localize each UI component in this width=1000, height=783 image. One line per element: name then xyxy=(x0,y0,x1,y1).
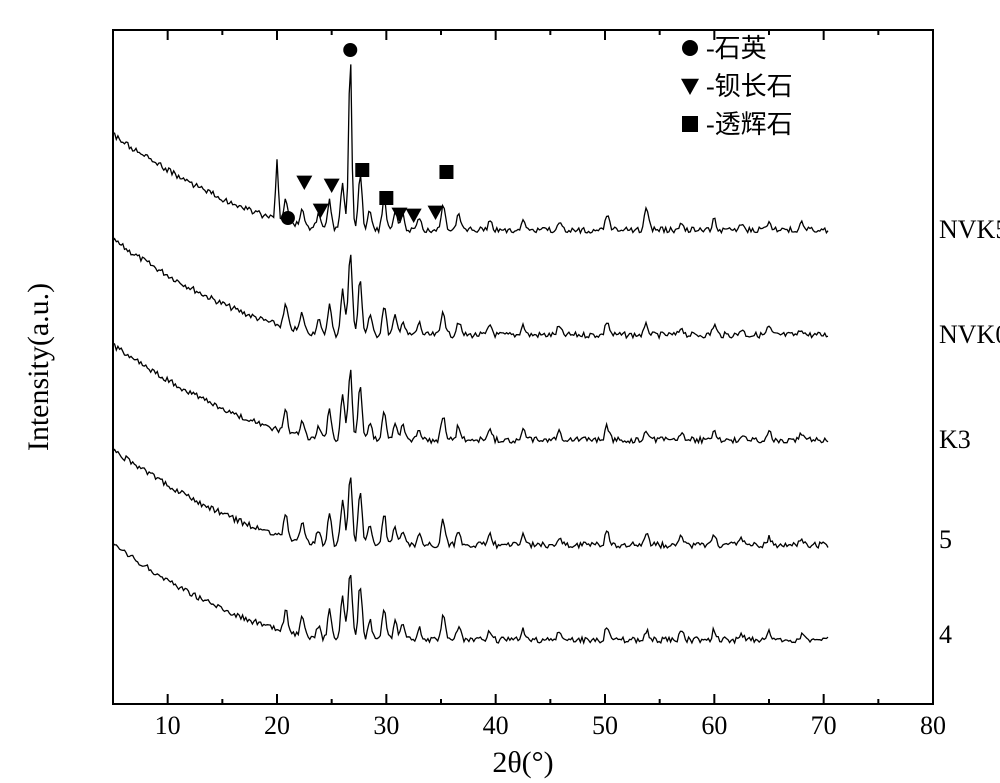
svg-text:5: 5 xyxy=(939,525,952,554)
svg-text:80: 80 xyxy=(920,711,946,740)
svg-text:NVK50: NVK50 xyxy=(939,215,1000,244)
svg-text:4: 4 xyxy=(939,620,952,649)
xrd-chart: 10 20 30 40 50 60 70 80 2θ(°) Intensity(a.u.) 4 5 K3… xyxy=(0,0,1000,783)
svg-text:60: 60 xyxy=(701,711,727,740)
svg-text:-石英: -石英 xyxy=(706,34,767,63)
svg-text:2θ(°): 2θ(°) xyxy=(492,746,553,779)
svg-text:10: 10 xyxy=(155,711,181,740)
svg-text:50: 50 xyxy=(592,711,618,740)
svg-text:-透辉石: -透辉石 xyxy=(706,110,793,139)
chart-svg: 10 20 30 40 50 60 70 80 2θ(°) Intensity(a.u.) 4 5 K3… xyxy=(0,0,1000,783)
svg-text:70: 70 xyxy=(811,711,837,740)
svg-text:40: 40 xyxy=(483,711,509,740)
svg-text:NVK01: NVK01 xyxy=(939,320,1000,349)
svg-text:K3: K3 xyxy=(939,425,971,454)
svg-text:30: 30 xyxy=(373,711,399,740)
svg-text:-钡长石: -钡长石 xyxy=(706,72,793,101)
svg-text:20: 20 xyxy=(264,711,290,740)
svg-text:Intensity(a.u.): Intensity(a.u.) xyxy=(22,283,55,451)
